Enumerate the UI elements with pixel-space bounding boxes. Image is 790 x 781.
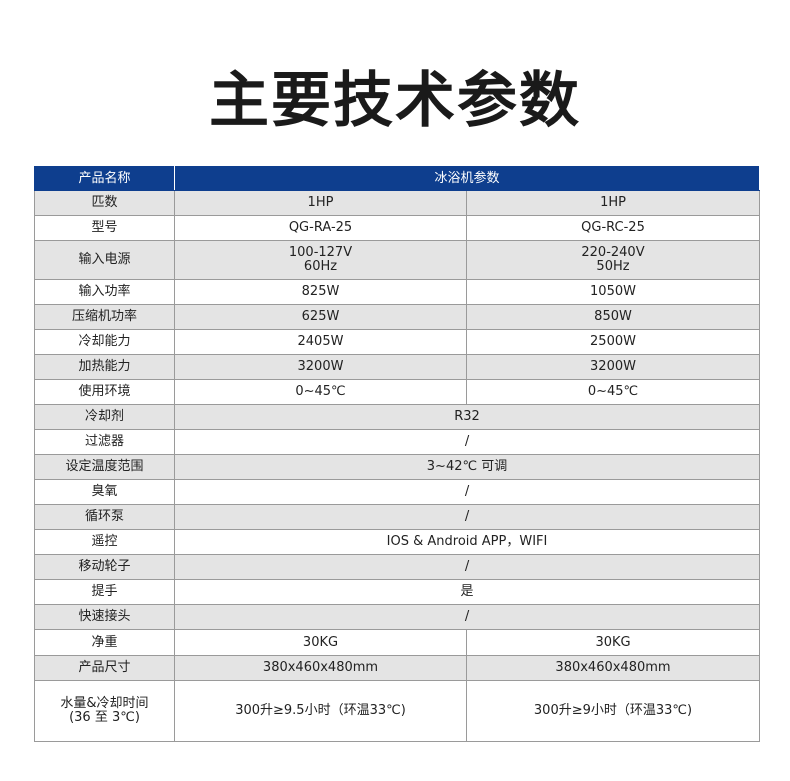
row-label: 净重: [34, 629, 175, 656]
table-row: 加热能力 3200W 3200W: [34, 354, 761, 380]
row-value: 625W: [174, 304, 467, 330]
row-value: 825W: [174, 279, 467, 305]
row-label: 设定温度范围: [34, 454, 175, 480]
row-value: 3200W: [174, 354, 467, 380]
table-row: 使用环境 0~45℃ 0~45℃: [34, 379, 761, 405]
table-row: 产品尺寸 380x460x480mm 380x460x480mm: [34, 655, 761, 681]
row-value: /: [173, 504, 761, 530]
table-row: 循环泵 /: [34, 504, 761, 530]
row-label: 冷却剂: [34, 404, 175, 430]
table-row: 移动轮子 /: [34, 554, 761, 580]
page-title: 主要技术参数: [209, 66, 581, 136]
row-value: 2500W: [465, 329, 761, 355]
table-row: 冷却能力 2405W 2500W: [34, 329, 761, 355]
table-row: 提手是: [34, 579, 761, 605]
row-value: 380x460x480mm: [174, 655, 467, 681]
row-label: 压缩机功率: [34, 304, 175, 330]
table-row: 过滤器 /: [34, 429, 761, 455]
row-label: 循环泵: [34, 504, 175, 530]
row-value: 30KG: [174, 629, 467, 656]
row-label: 水量&冷却时间 (36 至 3℃): [34, 680, 175, 742]
row-value: 380x460x480mm: [465, 655, 761, 681]
row-label: 快速接头: [34, 604, 175, 630]
header-label: 产品名称: [34, 166, 175, 191]
row-value: R32: [173, 404, 761, 430]
row-value: 850W: [465, 304, 761, 330]
row-value: QG-RC-25: [465, 215, 761, 241]
row-label: 产品尺寸: [34, 655, 175, 681]
table-header-row: 产品名称 冰浴机参数: [34, 166, 761, 191]
row-label: 遥控: [34, 529, 175, 555]
table-row: 快速接头 /: [34, 604, 761, 630]
spec-table: 产品名称 冰浴机参数 匹数 1HP 1HP 型号 QG-RA-25 QG-RC-25 输入电…: [34, 166, 761, 742]
table-row: 压缩机功率 625W 850W: [34, 304, 761, 330]
row-value: /: [173, 604, 761, 630]
row-value: /: [173, 554, 761, 580]
row-value: /: [173, 429, 761, 455]
table-row: 水量&冷却时间 (36 至 3℃) 300升≥9.5小时（环温33℃) 300升≥9…: [34, 680, 761, 742]
table-row: 臭氧 /: [34, 479, 761, 505]
row-value: 1050W: [465, 279, 761, 305]
row-value: 3~42℃ 可调: [173, 454, 761, 480]
header-value: 冰浴机参数: [173, 166, 761, 191]
row-value: 0~45℃: [174, 379, 467, 405]
table-row: 净重 30KG 30KG: [34, 629, 761, 656]
row-value: 3200W: [465, 354, 761, 380]
row-label: 输入电源: [34, 240, 175, 280]
row-value: 1HP: [465, 190, 761, 216]
row-value: 1HP: [174, 190, 467, 216]
row-label: 使用环境: [34, 379, 175, 405]
row-label: 移动轮子: [34, 554, 175, 580]
row-value: 0~45℃: [465, 379, 761, 405]
row-value: QG-RA-25: [174, 215, 467, 241]
row-label: 输入功率: [34, 279, 175, 305]
row-value: IOS & Android APP，WIFI: [173, 529, 761, 555]
row-value: 300升≥9.5小时（环温33℃): [174, 680, 467, 742]
row-value: 是: [173, 579, 761, 605]
row-value: 2405W: [174, 329, 467, 355]
row-label: 冷却能力: [34, 329, 175, 355]
table-row: 输入功率 825W 1050W: [34, 279, 761, 305]
row-label: 提手: [34, 579, 175, 605]
table-row: 型号 QG-RA-25 QG-RC-25: [34, 215, 761, 241]
table-row: 设定温度范围 3~42℃ 可调: [34, 454, 761, 480]
row-value: 300升≥9小时（环温33℃): [465, 680, 761, 742]
table-row: 遥控 IOS & Android APP，WIFI: [34, 529, 761, 555]
row-label: 过滤器: [34, 429, 175, 455]
row-value: 30KG: [465, 629, 761, 656]
table-row: 冷却剂 R32: [34, 404, 761, 430]
row-label: 加热能力: [34, 354, 175, 380]
row-label: 匹数: [34, 190, 175, 216]
row-label: 型号: [34, 215, 175, 241]
table-row: 输入电源 100-127V 60Hz 220-240V 50Hz: [34, 240, 761, 280]
row-label: 臭氧: [34, 479, 175, 505]
table-row: 匹数 1HP 1HP: [34, 190, 761, 216]
row-value: /: [173, 479, 761, 505]
row-value: 100-127V 60Hz: [174, 240, 467, 280]
row-value: 220-240V 50Hz: [465, 240, 761, 280]
